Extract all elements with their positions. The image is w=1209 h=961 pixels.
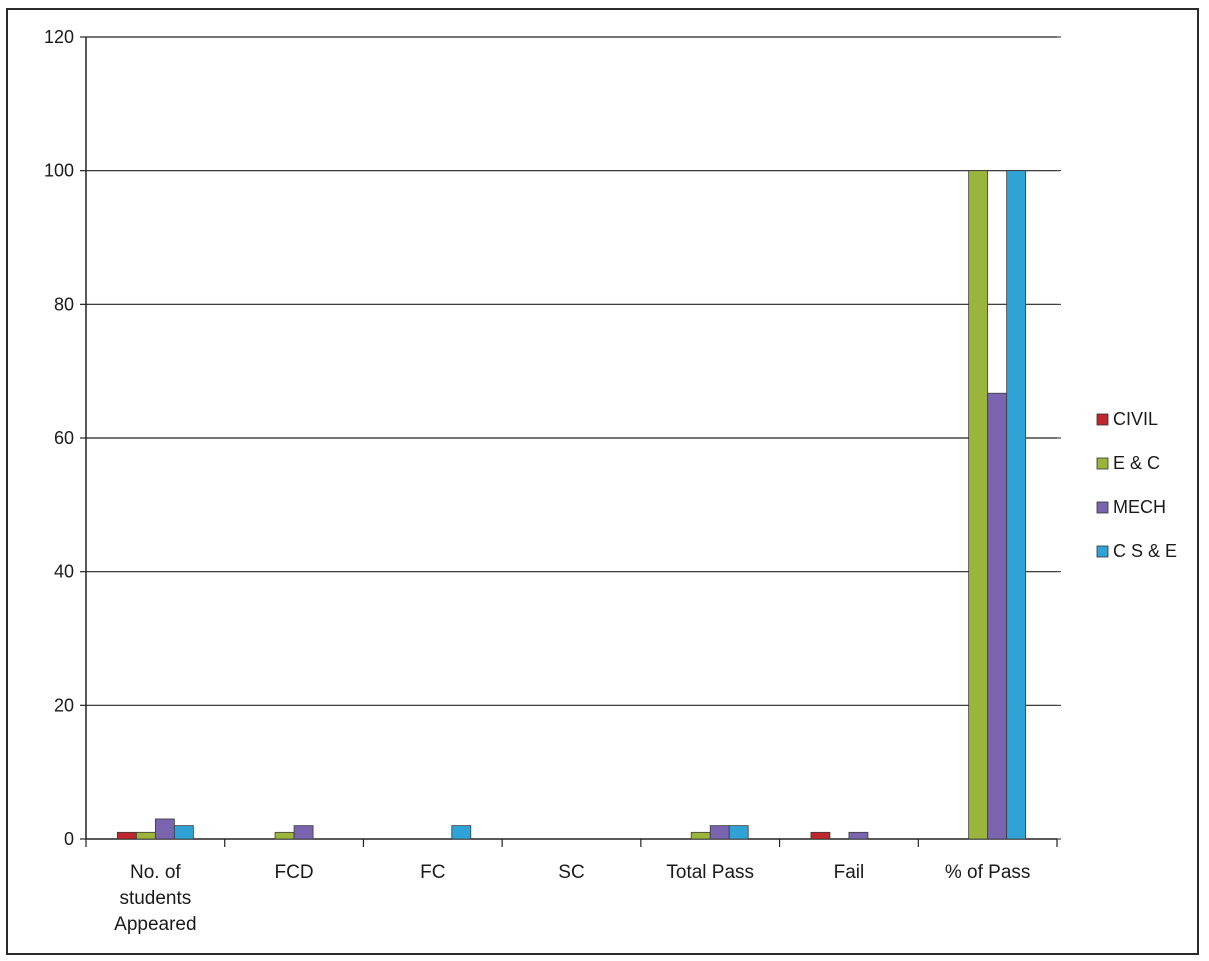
- bar-c-s-e-4: [728, 825, 749, 840]
- bar-civil-5: [810, 831, 831, 840]
- legend-label-mech: MECH: [1113, 497, 1166, 517]
- bar-civil-0: [116, 831, 137, 840]
- y-tick-label-120: 120: [44, 27, 74, 47]
- bar-mech-6: [987, 392, 1008, 840]
- x-tick-label-fcd: FCD: [275, 862, 314, 883]
- legend-swatch-mech: [1096, 501, 1109, 514]
- x-tick-label-fail: Fail: [834, 862, 865, 883]
- bar-mech-4: [709, 825, 730, 840]
- legend-swatch-c-s-e: [1096, 545, 1109, 558]
- bar-c-s-e-6: [1006, 170, 1027, 840]
- x-tick-label-of-pass: % of Pass: [945, 862, 1031, 883]
- bar-mech-5: [848, 831, 869, 840]
- bar-c-s-e-2: [451, 825, 472, 840]
- bar-e-c-0: [135, 831, 156, 840]
- legend-label-c-s-e: C S & E: [1113, 541, 1177, 561]
- bar-e-c-6: [968, 170, 989, 840]
- y-tick-label-60: 60: [54, 428, 74, 448]
- bar-e-c-1: [274, 831, 295, 840]
- y-tick-label-0: 0: [64, 829, 74, 849]
- x-tick-label-total-pass: Total Pass: [666, 862, 754, 883]
- legend-label-civil: CIVIL: [1113, 409, 1158, 429]
- x-tick-label-no-of-students-appeared: No. of students Appeared: [114, 862, 196, 935]
- bar-mech-1: [293, 825, 314, 840]
- x-tick-label-fc: FC: [420, 862, 445, 883]
- y-tick-label-40: 40: [54, 562, 74, 582]
- bar-c-s-e-0: [173, 825, 194, 840]
- y-tick-label-20: 20: [54, 695, 74, 715]
- x-tick-label-sc: SC: [558, 862, 584, 883]
- bar-mech-0: [154, 818, 175, 840]
- y-tick-label-100: 100: [44, 161, 74, 181]
- y-tick-label-80: 80: [54, 294, 74, 314]
- legend-swatch-civil: [1096, 413, 1109, 426]
- legend-swatch-e-c: [1096, 457, 1109, 470]
- bar-e-c-4: [690, 831, 711, 840]
- legend-label-e-c: E & C: [1113, 453, 1160, 473]
